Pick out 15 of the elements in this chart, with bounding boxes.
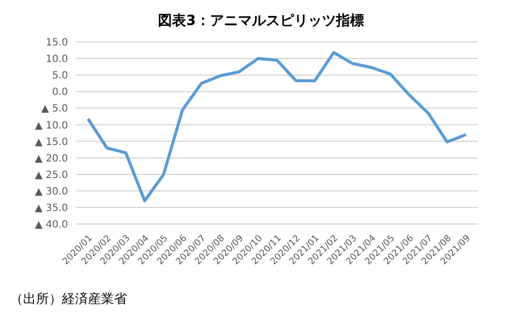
- y-tick-label: ▲ 20.0: [34, 153, 68, 164]
- y-tick-label: ▲ 5.0: [41, 104, 68, 115]
- y-tick-label: ▲ 30.0: [34, 186, 68, 198]
- y-tick-label: 0.0: [52, 87, 68, 98]
- y-tick-label: 10.0: [46, 54, 68, 66]
- chart-title: 図表3：アニマルスピリッツ指標: [157, 12, 365, 31]
- y-tick-label: ▲ 15.0: [34, 136, 68, 148]
- y-tick-label: ▲ 10.0: [34, 120, 68, 132]
- y-tick-label: ▲ 25.0: [34, 170, 68, 181]
- y-tick-label: ▲ 40.0: [34, 220, 68, 231]
- y-tick-label: 5.0: [52, 70, 68, 82]
- y-tick-label: ▲ 35.0: [34, 203, 68, 214]
- line-series: [86, 51, 468, 202]
- y-tick-label: 15.0: [46, 38, 68, 49]
- text: （出所）経済産業省: [10, 291, 128, 308]
